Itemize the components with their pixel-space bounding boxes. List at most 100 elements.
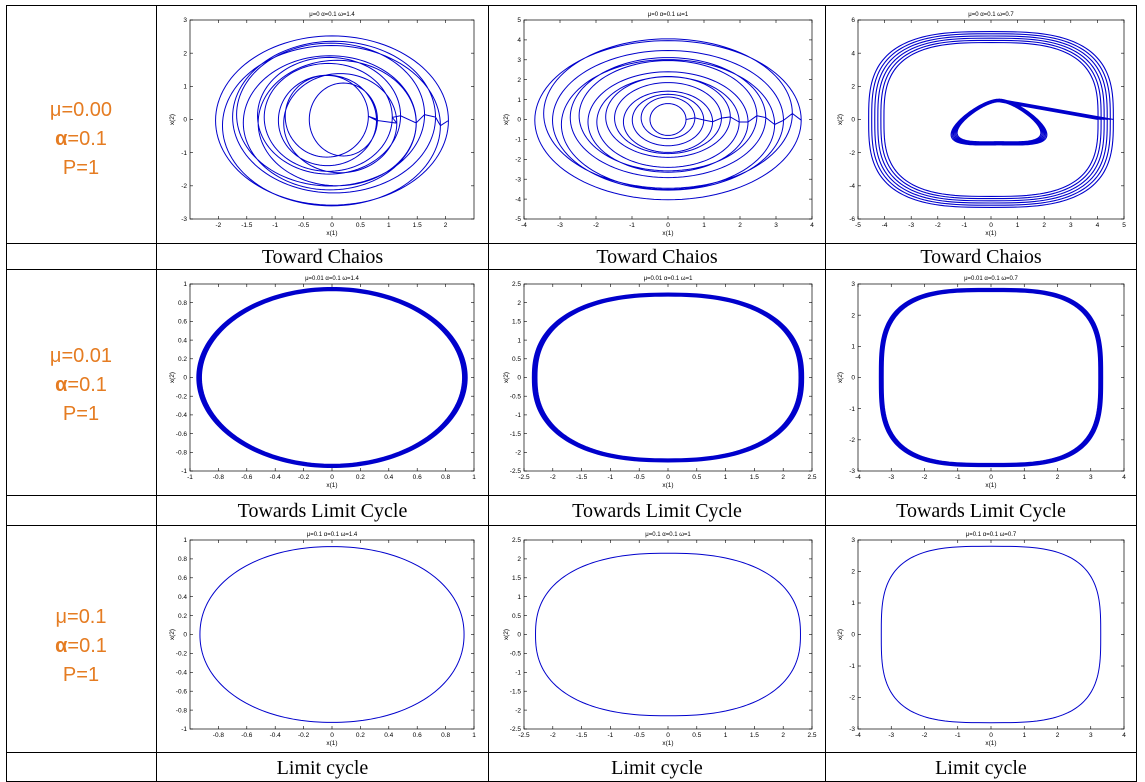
plot-caption: Towards Limit Cycle <box>237 500 408 522</box>
grid-line <box>488 5 489 782</box>
phase-plot: μ=0 α=0.1 ω=0.7 -5 -4 -3 -2 -1 0 1 2 3 4 5 -6 -4 -2 0 2 4… <box>837 12 1126 237</box>
x-tick-label: -3 <box>908 222 914 229</box>
y-axis-label: x(2) <box>837 114 844 125</box>
x-tick-label: 0 <box>330 222 334 229</box>
trajectory-line <box>215 35 449 207</box>
x-tick-label: 0.6 <box>413 732 422 739</box>
y-tick-label: -1 <box>181 150 187 157</box>
trajectory-line <box>868 31 1114 208</box>
chart-title: μ=0.01 α=0.1 ω=0.7 <box>964 276 1018 282</box>
y-tick-label: 3 <box>183 17 187 24</box>
y-tick-label: -1.5 <box>510 688 522 695</box>
y-tick-label: 0 <box>851 375 855 382</box>
phase-plot: μ=0 α=0.1 ω=1-4 -3 -2 -1 0 1 2 3 4-5-4-3-2-10123… <box>503 12 814 237</box>
y-tick-label: -2 <box>515 450 521 457</box>
x-tick-label: -0.8 <box>213 732 225 739</box>
y-tick-label: 1 <box>183 84 187 91</box>
plot-caption: Toward Chaios <box>920 246 1042 268</box>
y-tick-label: 2 <box>851 569 855 576</box>
x-tick-label: -1 <box>955 732 961 739</box>
grid-line <box>6 5 7 782</box>
y-tick-label: 1 <box>183 281 187 288</box>
x-axis-label: x(1) <box>662 482 673 489</box>
y-tick-label: -1 <box>849 663 855 670</box>
x-tick-label: -2 <box>216 222 222 229</box>
y-tick-label: -0.4 <box>176 670 188 677</box>
y-tick-label: -1 <box>515 137 521 144</box>
x-tick-label: -2 <box>922 732 928 739</box>
x-tick-label: 1.5 <box>750 474 759 481</box>
x-tick-label: -0.8 <box>213 474 225 481</box>
x-tick-label: 0 <box>666 222 670 229</box>
y-tick-label: -2.5 <box>510 726 522 733</box>
y-tick-label: 0.4 <box>178 594 187 601</box>
x-tick-label: -4 <box>521 222 527 229</box>
x-tick-label: 2 <box>1056 732 1060 739</box>
x-tick-label: -0.6 <box>241 732 253 739</box>
grid-line <box>6 5 1137 6</box>
x-tick-label: 2 <box>738 222 742 229</box>
y-axis-label: x(2) <box>169 114 176 125</box>
x-tick-label: 3 <box>1069 222 1073 229</box>
x-tick-label: 2.5 <box>807 474 816 481</box>
x-tick-label: 1 <box>472 474 476 481</box>
x-tick-label: -2.5 <box>518 474 530 481</box>
y-tick-label: 0.2 <box>178 613 187 620</box>
y-tick-label: -6 <box>849 216 855 223</box>
x-axis-label: x(1) <box>662 740 673 747</box>
axes-box <box>189 283 475 472</box>
x-tick-label: 1 <box>472 732 476 739</box>
y-tick-label: 0.6 <box>178 575 187 582</box>
chart-title: μ=0 α=0.1 ω=1.4 <box>309 12 355 18</box>
x-axis-label: x(1) <box>326 740 337 747</box>
x-tick-label: -1 <box>608 732 614 739</box>
x-tick-label: 1 <box>1016 222 1020 229</box>
trajectory-line <box>880 545 1102 724</box>
x-tick-label: -0.5 <box>634 732 646 739</box>
alpha-label: α=0.1 <box>55 128 107 150</box>
y-tick-label: 4 <box>851 50 855 57</box>
x-tick-label: 0 <box>666 732 670 739</box>
x-tick-label: -4 <box>855 732 861 739</box>
y-tick-label: 1 <box>517 337 521 344</box>
x-tick-label: -1.5 <box>576 732 588 739</box>
y-tick-label: -2 <box>849 150 855 157</box>
plot-caption: Limit cycle <box>935 757 1027 779</box>
x-tick-label: 0 <box>666 474 670 481</box>
grid-line <box>6 495 1137 496</box>
y-tick-label: -3 <box>849 468 855 475</box>
grid-line <box>6 269 1137 270</box>
y-tick-label: 3 <box>851 281 855 288</box>
y-axis-label: x(2) <box>169 372 176 383</box>
x-tick-label: 1 <box>724 732 728 739</box>
mu-label: μ=0.00 <box>49 99 113 121</box>
grid-line <box>6 525 1137 526</box>
phase-plot: μ=0.1 α=0.1 ω=1 -2.5 -2 -1.5 -1 -0.5 0 0.5 1 1.5 2… <box>503 532 817 747</box>
p-label: P=1 <box>62 664 100 686</box>
trajectory-line <box>534 38 802 201</box>
phase-plot: μ=0.01 α=0.1 ω=0.7-4 -3 -2 -1 0 1 2 3 4-3-2-1012… <box>837 276 1126 489</box>
x-tick-label: -1 <box>955 474 961 481</box>
y-tick-label: -1 <box>181 468 187 475</box>
x-tick-label: -2 <box>593 222 599 229</box>
x-tick-label: 1 <box>1022 474 1026 481</box>
mu-label: μ=0.1 <box>55 606 107 628</box>
phase-plot: μ=0.01 α=0.1 ω=1 -2.5 -2 -1.5 -1 -0.5 0 0.5 1 1.5… <box>503 276 817 489</box>
y-tick-label: -0.2 <box>176 393 188 400</box>
x-tick-label: 0.2 <box>356 732 365 739</box>
y-tick-label: 1.5 <box>512 319 521 326</box>
x-tick-label: -0.2 <box>298 474 310 481</box>
x-tick-label: 0.5 <box>356 222 365 229</box>
x-tick-label: -0.6 <box>241 474 253 481</box>
y-tick-label: -1.5 <box>510 431 522 438</box>
plot-caption: Towards Limit Cycle <box>572 500 742 522</box>
y-tick-label: -0.8 <box>176 707 188 714</box>
x-axis-label: x(1) <box>662 230 673 237</box>
mu-label: μ=0.01 <box>49 345 113 367</box>
grid-line <box>6 752 1137 753</box>
y-tick-label: 2.5 <box>512 281 521 288</box>
y-tick-label: -2 <box>849 437 855 444</box>
x-tick-label: 0.2 <box>356 474 365 481</box>
y-tick-label: 0.4 <box>178 337 187 344</box>
y-tick-label: 1 <box>851 344 855 351</box>
